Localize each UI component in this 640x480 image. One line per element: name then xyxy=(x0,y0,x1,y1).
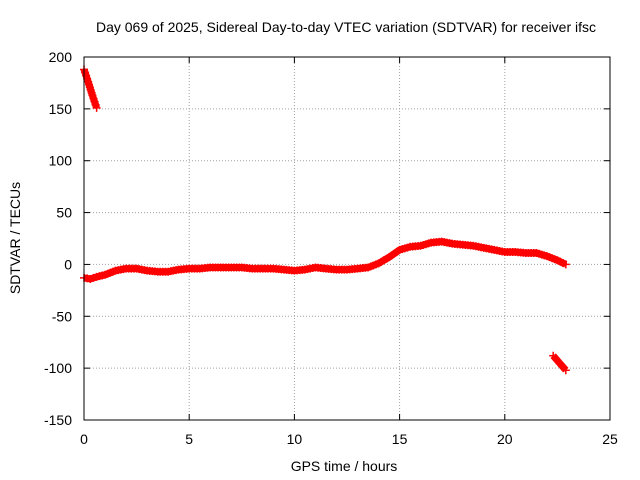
y-tick-label: -100 xyxy=(44,360,72,376)
y-tick-label: 50 xyxy=(56,205,72,221)
y-axis-label: SDTVAR / TECUs xyxy=(7,182,23,294)
y-tick-label: -50 xyxy=(52,308,72,324)
data-point xyxy=(561,260,570,269)
y-tick-label: 0 xyxy=(64,256,72,272)
x-tick-label: 25 xyxy=(602,431,618,447)
series-sdtvar xyxy=(80,65,570,375)
plot-frame xyxy=(83,56,611,421)
x-tick-label: 5 xyxy=(185,431,193,447)
y-tick-labels: -150 -100 -50 0 50 100 150 200 xyxy=(44,49,72,428)
x-tick-labels: 0 5 10 15 20 25 xyxy=(80,431,618,447)
x-tick-label: 20 xyxy=(497,431,513,447)
y-tick-label: -150 xyxy=(44,412,72,428)
x-axis-label: GPS time / hours xyxy=(291,458,398,474)
grid-lines xyxy=(84,57,610,420)
x-tick-label: 10 xyxy=(287,431,303,447)
x-tick-label: 15 xyxy=(392,431,408,447)
data-point xyxy=(92,103,101,112)
axis-ticks xyxy=(83,56,611,421)
x-tick-label: 0 xyxy=(80,431,88,447)
y-tick-label: 150 xyxy=(49,101,73,117)
y-tick-label: 100 xyxy=(49,153,73,169)
y-tick-label: 200 xyxy=(49,49,73,65)
chart-title: Day 069 of 2025, Sidereal Day-to-day VTE… xyxy=(96,19,596,35)
data-point xyxy=(561,366,570,375)
